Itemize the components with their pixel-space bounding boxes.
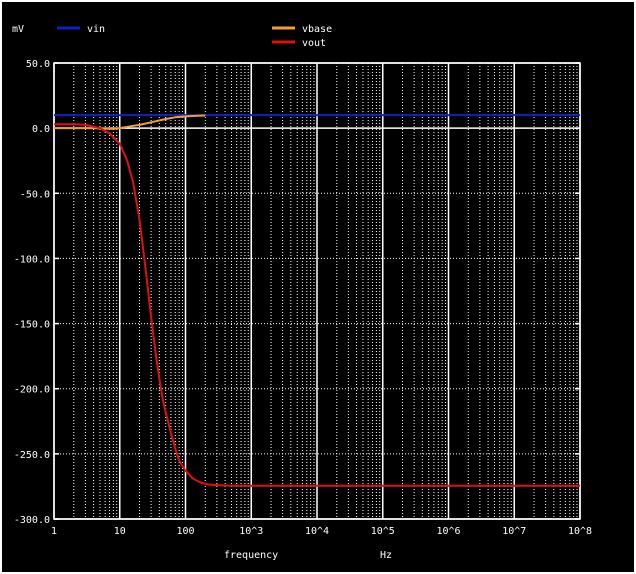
- x-tick-label: 10: [114, 526, 126, 537]
- y-tick-label: -200.0: [14, 385, 50, 396]
- x-tick-label: 10^5: [371, 526, 395, 537]
- x-tick-label: 10^3: [239, 526, 263, 537]
- x-tick-label: 100: [176, 526, 194, 537]
- series: [54, 114, 580, 487]
- y-tick-label: -300.0: [14, 515, 50, 526]
- grid: [53, 62, 581, 520]
- x-tick-label: 1: [51, 526, 57, 537]
- legend-label-vbase: vbase: [302, 24, 332, 35]
- tick-labels: 1 10 100 10^3 10^4 10^5 10^6 10^7 10^8 50.0 0.0 -50…: [14, 59, 592, 537]
- unit-label: mV: [12, 24, 24, 35]
- plot-frame: [53, 62, 581, 520]
- series-line-vout: [54, 123, 580, 487]
- y-tick-label: -50.0: [20, 189, 50, 200]
- legend-label-vin: vin: [87, 24, 105, 35]
- x-tick-label: 10^4: [305, 526, 329, 537]
- x-axis-unit: Hz: [380, 550, 392, 561]
- legend: vin vbase vout: [57, 24, 332, 49]
- y-tick-label: 0.0: [32, 124, 50, 135]
- x-axis-label: frequency: [224, 550, 278, 561]
- y-tick-label: 50.0: [26, 59, 50, 70]
- x-tick-label: 10^7: [502, 526, 526, 537]
- x-tick-label: 10^8: [568, 526, 592, 537]
- y-tick-label: -250.0: [14, 450, 50, 461]
- y-tick-label: -100.0: [14, 254, 50, 265]
- y-tick-label: -150.0: [14, 320, 50, 331]
- legend-label-vout: vout: [302, 38, 326, 49]
- x-tick-label: 10^6: [436, 526, 460, 537]
